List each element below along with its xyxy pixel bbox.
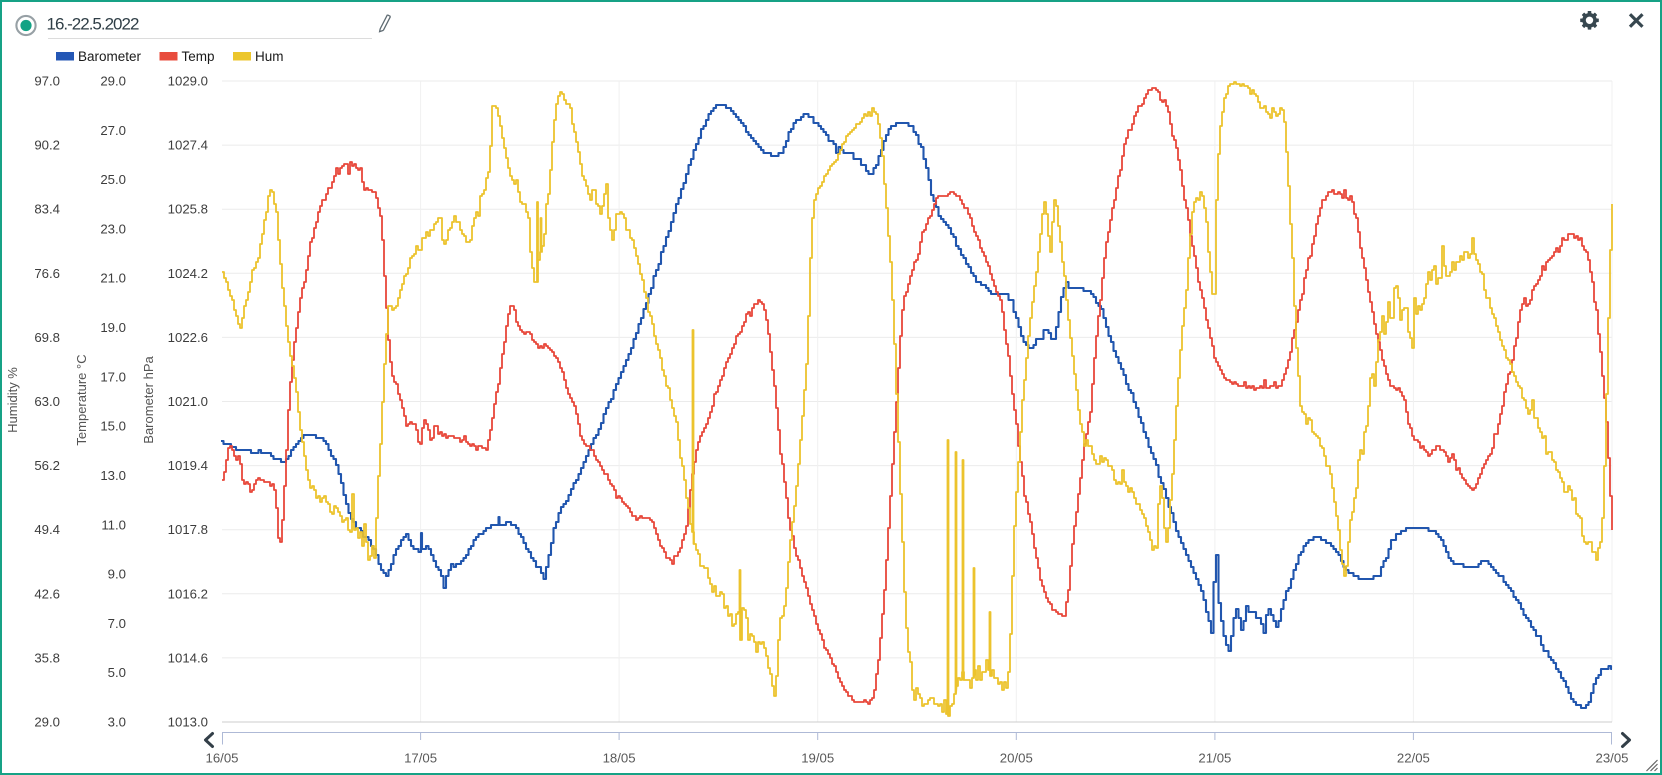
svg-text:1017.8: 1017.8	[168, 522, 208, 537]
svg-text:17.0: 17.0	[100, 369, 126, 384]
svg-text:56.2: 56.2	[34, 458, 60, 473]
svg-text:15.0: 15.0	[100, 419, 126, 434]
svg-text:1021.0: 1021.0	[168, 394, 208, 409]
svg-text:1014.6: 1014.6	[168, 650, 208, 665]
svg-text:Hum: Hum	[255, 49, 284, 64]
svg-text:16.-22.5.2022: 16.-22.5.2022	[47, 15, 139, 34]
svg-text:27.0: 27.0	[100, 123, 126, 138]
svg-text:18/05: 18/05	[603, 751, 636, 766]
svg-text:76.6: 76.6	[34, 266, 60, 281]
svg-text:21/05: 21/05	[1198, 751, 1231, 766]
svg-text:1025.8: 1025.8	[168, 202, 208, 217]
svg-text:49.4: 49.4	[34, 522, 60, 537]
svg-text:97.0: 97.0	[34, 74, 60, 89]
svg-text:25.0: 25.0	[100, 172, 126, 187]
svg-text:17/05: 17/05	[404, 751, 437, 766]
svg-text:83.4: 83.4	[34, 202, 60, 217]
svg-text:3.0: 3.0	[108, 715, 126, 730]
svg-text:5.0: 5.0	[108, 665, 126, 680]
svg-text:9.0: 9.0	[108, 567, 126, 582]
svg-text:19.0: 19.0	[100, 320, 126, 335]
svg-text:20/05: 20/05	[1000, 751, 1033, 766]
svg-text:29.0: 29.0	[34, 715, 60, 730]
svg-text:7.0: 7.0	[108, 616, 126, 631]
svg-text:Temperature °C: Temperature °C	[74, 354, 89, 445]
svg-text:19/05: 19/05	[801, 751, 834, 766]
svg-text:29.0: 29.0	[100, 74, 126, 89]
svg-text:63.0: 63.0	[34, 394, 60, 409]
svg-text:Barometer hPa: Barometer hPa	[141, 356, 156, 444]
svg-text:1013.0: 1013.0	[168, 715, 208, 730]
svg-text:11.0: 11.0	[101, 517, 126, 532]
svg-text:13.0: 13.0	[100, 468, 126, 483]
svg-text:Humidity %: Humidity %	[5, 367, 20, 433]
svg-text:1024.2: 1024.2	[168, 266, 208, 281]
svg-text:Temp: Temp	[182, 49, 215, 64]
svg-text:1027.4: 1027.4	[168, 138, 208, 153]
svg-text:69.8: 69.8	[34, 330, 60, 345]
svg-text:90.2: 90.2	[34, 138, 60, 153]
svg-text:16/05: 16/05	[205, 751, 238, 766]
svg-text:22/05: 22/05	[1397, 751, 1430, 766]
svg-text:1029.0: 1029.0	[168, 74, 208, 89]
svg-text:23/05: 23/05	[1595, 751, 1628, 766]
svg-text:1019.4: 1019.4	[168, 458, 208, 473]
svg-text:Barometer: Barometer	[78, 49, 142, 64]
svg-text:1022.6: 1022.6	[168, 330, 208, 345]
svg-text:35.8: 35.8	[34, 650, 60, 665]
svg-text:42.6: 42.6	[34, 586, 60, 601]
svg-text:1016.2: 1016.2	[168, 586, 208, 601]
svg-text:23.0: 23.0	[100, 221, 126, 236]
svg-text:21.0: 21.0	[100, 271, 126, 286]
